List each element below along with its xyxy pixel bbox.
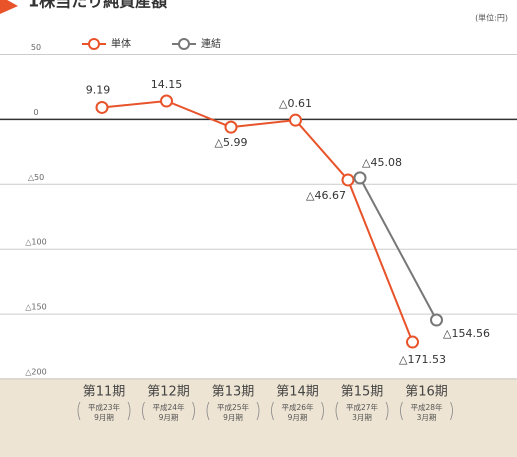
x-tick-note: 平成26年 [281, 402, 314, 412]
y-tick-label: △200 [25, 368, 46, 377]
data-label: △46.67 [306, 189, 346, 202]
category-band [0, 378, 517, 457]
bracket [271, 401, 324, 421]
x-tick-note: 9月期 [223, 413, 243, 422]
y-tick-label: 0 [33, 108, 38, 117]
point [289, 113, 302, 127]
series-line [359, 177, 438, 321]
x-tick-note: 9月期 [288, 413, 308, 422]
x-tick-note: 3月期 [352, 413, 372, 422]
point [430, 313, 443, 327]
bracket [335, 401, 389, 421]
data-label: △45.08 [362, 156, 402, 169]
legend-label: 連結 [201, 37, 221, 50]
y-tick-label: △150 [25, 303, 46, 312]
point [95, 100, 109, 114]
data-label: △0.61 [279, 97, 312, 110]
x-tick-label: 第13期 [212, 385, 255, 400]
y-tick-label: △50 [28, 173, 44, 182]
x-tick-label: 第16期 [405, 385, 448, 400]
data-label: 14.15 [151, 78, 183, 91]
x-tick-note: 平成23年 [88, 402, 121, 412]
x-tick-note: 平成27年 [346, 402, 379, 412]
data-label: △154.56 [443, 327, 490, 340]
x-tick-note: 平成24年 [152, 402, 185, 412]
point [353, 171, 367, 185]
bracket [77, 401, 131, 421]
data-label: 9.19 [86, 83, 111, 96]
bracket [400, 401, 453, 421]
y-tick-label: 50 [31, 43, 41, 52]
bracket [142, 401, 195, 421]
x-tick-note: 9月期 [94, 413, 114, 422]
x-tick-note: 3月期 [417, 413, 437, 422]
x-tick-label: 第15期 [341, 385, 384, 400]
x-tick-label: 第14期 [276, 385, 319, 400]
bracket [206, 401, 260, 421]
x-tick-note: 平成28年 [410, 402, 443, 412]
data-label: △5.99 [215, 136, 248, 149]
point [341, 173, 355, 187]
title-icon [0, 0, 18, 14]
x-tick-note: 9月期 [159, 413, 179, 422]
legend-label: 単体 [111, 37, 131, 50]
y-tick-label: △100 [25, 238, 46, 247]
point [406, 335, 419, 349]
point [224, 120, 238, 134]
point [160, 94, 173, 108]
chart-title: 1株当たり純資産額 [28, 0, 167, 11]
series-line [101, 99, 414, 343]
unit-label: (単位:円) [475, 13, 508, 23]
legend-marker [178, 38, 190, 50]
x-tick-label: 第11期 [83, 385, 126, 400]
legend-marker [88, 38, 100, 50]
data-label: △171.53 [399, 353, 446, 366]
x-tick-label: 第12期 [147, 385, 190, 400]
x-tick-note: 平成25年 [217, 402, 250, 412]
